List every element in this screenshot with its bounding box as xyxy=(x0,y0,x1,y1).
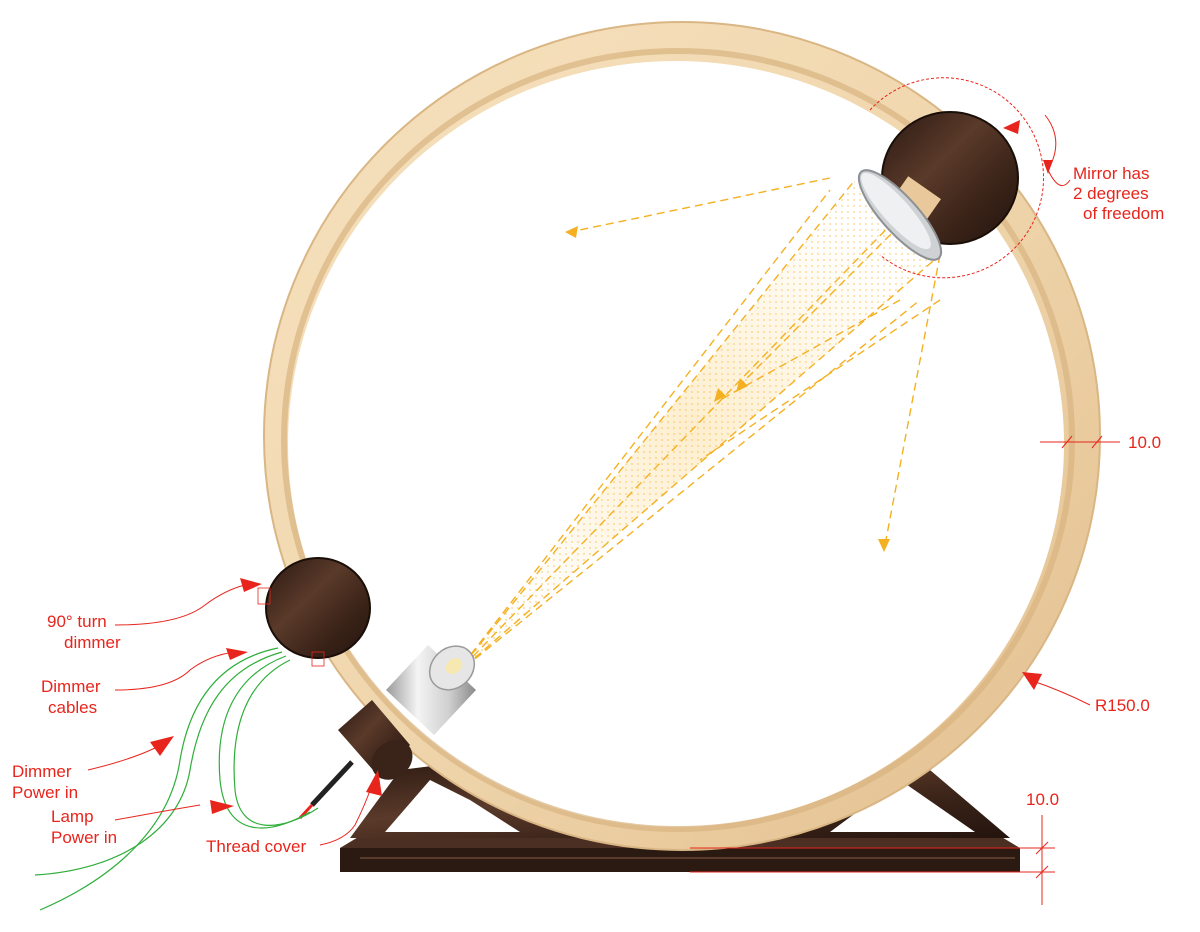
dimmer-arrow-icon xyxy=(240,578,262,592)
cables-label-line2: cables xyxy=(48,698,97,717)
mirror-label-line3: of freedom xyxy=(1083,204,1164,223)
base-height-label: 10.0 xyxy=(1026,790,1059,809)
thickness-label: 10.0 xyxy=(1128,433,1161,452)
lamp-power-arrow-icon xyxy=(210,800,234,814)
dimmer-label-line2: dimmer xyxy=(64,633,121,652)
cables-label-line1: Dimmer xyxy=(41,677,101,696)
left-annotations xyxy=(87,584,373,846)
lamp-power-label-line1: Lamp xyxy=(51,807,94,826)
mirror-disc-icon xyxy=(857,111,1019,261)
dimmer-label-line1: 90° turn xyxy=(47,612,107,631)
radius-label: R150.0 xyxy=(1095,696,1150,715)
cables-arrow-icon xyxy=(226,648,248,660)
lamp-head-icon xyxy=(298,645,476,820)
mirror-arrow-icon xyxy=(1043,160,1053,174)
mirror-label-line2: 2 degrees xyxy=(1073,184,1149,203)
dimmer-knob-icon xyxy=(257,557,371,667)
dimmer-power-label-line2: Power in xyxy=(12,783,78,802)
base-height-dimension xyxy=(690,815,1055,905)
cables xyxy=(34,647,319,911)
light-beam xyxy=(450,175,941,680)
mirror-arrow-icon xyxy=(1003,120,1020,134)
dimmer-power-label-line1: Dimmer xyxy=(12,762,72,781)
radius-dimension xyxy=(1029,679,1091,706)
thread-cover-arrow-icon xyxy=(366,770,382,796)
thickness-dimension xyxy=(1040,435,1120,449)
dimmer-power-arrow-icon xyxy=(150,736,174,756)
radius-arrow-icon xyxy=(1022,672,1042,690)
thread-cover-label: Thread cover xyxy=(206,837,306,856)
lamp-power-label-line2: Power in xyxy=(51,828,117,847)
mirror-label-line1: Mirror has xyxy=(1073,164,1150,183)
